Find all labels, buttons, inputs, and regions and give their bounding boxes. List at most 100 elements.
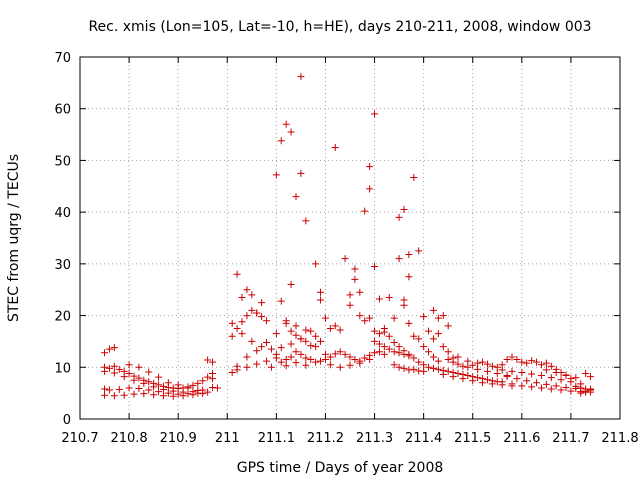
data-point	[209, 375, 217, 383]
data-point	[375, 295, 383, 303]
data-point	[341, 350, 349, 358]
data-point	[194, 387, 202, 395]
data-point	[346, 291, 354, 299]
data-point	[444, 322, 452, 330]
data-point	[321, 314, 329, 322]
data-point	[366, 163, 374, 171]
data-point	[366, 185, 374, 193]
data-point	[267, 363, 275, 371]
data-point	[287, 281, 295, 289]
data-point	[464, 372, 472, 380]
data-point	[326, 325, 334, 332]
data-point	[513, 375, 521, 383]
data-point	[434, 357, 442, 365]
data-point	[375, 340, 383, 348]
data-point	[228, 368, 236, 376]
data-point	[547, 374, 555, 382]
data-point	[410, 365, 418, 373]
data-point	[199, 377, 207, 385]
data-point	[567, 387, 575, 395]
data-point	[204, 373, 212, 381]
data-point	[390, 338, 398, 346]
data-point	[277, 297, 285, 305]
data-point	[105, 386, 113, 394]
y-tick-label: 60	[54, 103, 71, 118]
data-point	[110, 362, 118, 370]
data-point	[425, 327, 433, 335]
data-point	[130, 390, 138, 398]
data-point	[410, 332, 418, 340]
data-point	[552, 382, 560, 390]
data-point	[105, 364, 113, 372]
data-point	[390, 361, 398, 369]
data-point	[297, 73, 305, 81]
data-point	[361, 317, 369, 325]
data-point	[508, 367, 516, 375]
chart-title: Rec. xmis (Lon=105, Lat=-10, h=HE), days…	[88, 19, 591, 35]
data-point	[130, 376, 138, 384]
data-point	[380, 325, 388, 332]
data-point	[243, 312, 251, 320]
data-point	[582, 387, 590, 395]
data-point	[110, 344, 118, 352]
data-point	[282, 317, 290, 325]
data-point	[243, 363, 251, 371]
data-point	[439, 312, 447, 320]
data-point	[248, 337, 256, 345]
data-point	[552, 368, 560, 376]
data-point	[145, 386, 153, 394]
data-point	[209, 383, 217, 391]
data-point	[282, 356, 290, 364]
x-tick-label: 211.8	[601, 431, 638, 446]
data-point	[135, 384, 143, 392]
data-point	[483, 376, 491, 384]
data-point	[150, 391, 158, 399]
data-point	[101, 385, 109, 393]
data-point	[395, 363, 403, 371]
data-point	[415, 358, 423, 366]
y-axis-label: STEC from uqrg / TECUs	[6, 154, 22, 322]
data-point	[444, 367, 452, 375]
data-point	[292, 322, 300, 330]
data-point	[297, 169, 305, 177]
data-point	[204, 356, 212, 364]
data-point	[572, 382, 580, 390]
data-point	[395, 213, 403, 221]
data-point	[253, 360, 261, 368]
data-point	[292, 331, 300, 339]
data-point	[277, 137, 285, 145]
data-point	[542, 359, 550, 367]
data-point	[395, 343, 403, 351]
data-point	[287, 128, 295, 136]
data-point	[282, 120, 290, 128]
data-point	[184, 384, 192, 392]
data-point	[449, 358, 457, 366]
data-point	[135, 374, 143, 382]
data-point	[169, 392, 177, 400]
data-point	[317, 288, 325, 296]
data-point	[405, 319, 413, 327]
y-tick-label: 40	[54, 206, 71, 221]
data-point	[302, 361, 310, 369]
data-point	[385, 293, 393, 301]
x-tick-label: 211.7	[552, 431, 589, 446]
data-point	[248, 291, 256, 299]
data-point	[425, 348, 433, 356]
x-tick-label: 210.9	[160, 431, 197, 446]
data-point	[562, 383, 570, 391]
data-point	[493, 363, 501, 371]
data-point	[483, 367, 491, 375]
data-point	[277, 344, 285, 352]
data-point	[557, 386, 565, 394]
data-point	[454, 369, 462, 377]
y-tick-label: 0	[63, 413, 71, 428]
data-point	[537, 384, 545, 392]
data-point	[587, 385, 595, 393]
data-point	[317, 337, 325, 345]
data-point	[321, 350, 329, 358]
data-point	[346, 301, 354, 309]
data-point	[542, 380, 550, 388]
data-point	[429, 335, 437, 343]
data-point	[101, 391, 109, 399]
x-tick-label: 210.7	[61, 431, 98, 446]
